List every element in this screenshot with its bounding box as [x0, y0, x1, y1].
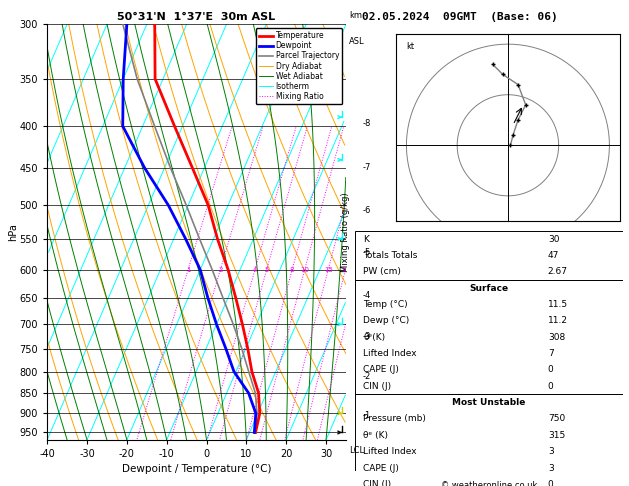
- Text: K: K: [364, 235, 369, 243]
- X-axis label: Dewpoint / Temperature (°C): Dewpoint / Temperature (°C): [122, 465, 271, 474]
- Text: -2: -2: [363, 372, 371, 382]
- Text: -5: -5: [363, 248, 371, 257]
- Text: Totals Totals: Totals Totals: [364, 251, 418, 260]
- Title: 50°31'N  1°37'E  30m ASL: 50°31'N 1°37'E 30m ASL: [118, 12, 276, 22]
- Text: 10: 10: [300, 267, 309, 273]
- Text: θᵉ (K): θᵉ (K): [364, 431, 388, 440]
- Text: CAPE (J): CAPE (J): [364, 464, 399, 472]
- Text: Mixing Ratio (g/kg): Mixing Ratio (g/kg): [342, 192, 350, 272]
- Text: -6: -6: [363, 206, 371, 215]
- Text: 1: 1: [186, 267, 191, 273]
- Text: Lifted Index: Lifted Index: [364, 447, 417, 456]
- FancyBboxPatch shape: [355, 395, 623, 486]
- Text: -3: -3: [363, 332, 371, 341]
- Text: 11.5: 11.5: [548, 300, 568, 309]
- Text: 0: 0: [548, 480, 554, 486]
- Legend: Temperature, Dewpoint, Parcel Trajectory, Dry Adiabat, Wet Adiabat, Isotherm, Mi: Temperature, Dewpoint, Parcel Trajectory…: [256, 28, 342, 104]
- Text: 4: 4: [253, 267, 257, 273]
- Text: Surface: Surface: [469, 284, 509, 293]
- Text: 2.67: 2.67: [548, 267, 568, 276]
- FancyBboxPatch shape: [355, 231, 623, 280]
- Text: 3: 3: [548, 447, 554, 456]
- Text: 47: 47: [548, 251, 559, 260]
- Text: PW (cm): PW (cm): [364, 267, 401, 276]
- Text: 15: 15: [324, 267, 333, 273]
- Text: -4: -4: [363, 291, 371, 300]
- Text: 8: 8: [290, 267, 294, 273]
- Text: Temp (°C): Temp (°C): [364, 300, 408, 309]
- Text: km: km: [349, 11, 362, 20]
- Text: CIN (J): CIN (J): [364, 382, 391, 391]
- Text: 02.05.2024  09GMT  (Base: 06): 02.05.2024 09GMT (Base: 06): [362, 12, 557, 22]
- Text: CAPE (J): CAPE (J): [364, 365, 399, 374]
- Text: 0: 0: [548, 365, 554, 374]
- Y-axis label: hPa: hPa: [8, 223, 18, 241]
- Text: -1: -1: [363, 411, 371, 420]
- Text: 5: 5: [264, 267, 269, 273]
- Text: 308: 308: [548, 333, 565, 342]
- Text: 7: 7: [548, 349, 554, 358]
- Text: 2: 2: [218, 267, 223, 273]
- Text: 750: 750: [548, 415, 565, 423]
- Text: CIN (J): CIN (J): [364, 480, 391, 486]
- Text: 0: 0: [548, 382, 554, 391]
- Text: Lifted Index: Lifted Index: [364, 349, 417, 358]
- Text: 3: 3: [548, 464, 554, 472]
- Text: 315: 315: [548, 431, 565, 440]
- Text: θᵉ(K): θᵉ(K): [364, 333, 386, 342]
- Text: Pressure (mb): Pressure (mb): [364, 415, 426, 423]
- Text: 30: 30: [548, 235, 559, 243]
- Text: 11.2: 11.2: [548, 316, 568, 325]
- FancyBboxPatch shape: [355, 280, 623, 395]
- Text: Dewp (°C): Dewp (°C): [364, 316, 409, 325]
- Text: kt: kt: [406, 42, 415, 51]
- Text: Most Unstable: Most Unstable: [452, 398, 526, 407]
- Text: -8: -8: [363, 119, 371, 128]
- Text: ASL: ASL: [349, 37, 365, 46]
- Text: 20: 20: [341, 267, 350, 273]
- Text: © weatheronline.co.uk: © weatheronline.co.uk: [441, 481, 537, 486]
- Text: LCL: LCL: [349, 446, 364, 455]
- Text: -7: -7: [363, 163, 371, 173]
